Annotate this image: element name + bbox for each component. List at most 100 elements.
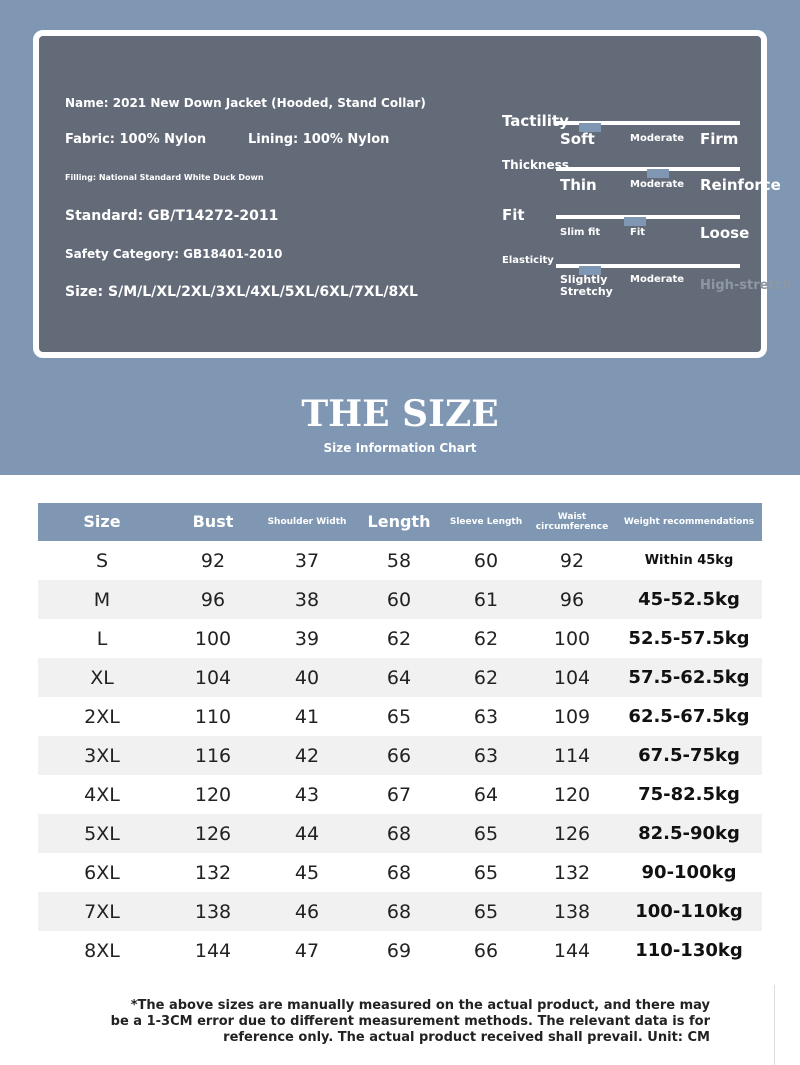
measure-cell: 64 <box>354 658 444 697</box>
attribute-label: Tactility <box>502 112 569 130</box>
size-row: XL 104 40 64 62 104 57.5-62.5kg <box>38 658 762 697</box>
measure-cell: 138 <box>166 892 260 931</box>
measure-cell: 65 <box>444 892 528 931</box>
size-row: 7XL 138 46 68 65 138 100-110kg <box>38 892 762 931</box>
attribute-track <box>556 121 740 125</box>
measure-cell: 126 <box>166 814 260 853</box>
measure-cell: 41 <box>294 705 320 728</box>
measure-cell: 57.5-62.5kg <box>616 658 762 697</box>
measure-cell: 126 <box>528 814 616 853</box>
measure-cell: 65 <box>444 814 528 853</box>
measure-cell: 68 <box>386 861 412 884</box>
measure-cell: 39 <box>294 627 320 650</box>
measure-cell: 46 <box>260 892 354 931</box>
measure-cell: 100 <box>553 627 591 650</box>
measure-cell: 116 <box>166 736 260 775</box>
size-cell: 2XL <box>84 705 120 728</box>
measure-cell: 47 <box>294 939 320 962</box>
attribute-option: Slim fit <box>560 227 601 238</box>
attribute-option: Fit <box>630 227 646 238</box>
size-row: 8XL 144 47 69 66 144 110-130kg <box>38 931 762 970</box>
measure-cell: 40 <box>260 658 354 697</box>
measure-cell: 109 <box>553 705 591 728</box>
attribute-option: Thin <box>560 176 597 194</box>
size-cell: 3XL <box>38 736 166 775</box>
attribute-option: Moderate <box>630 133 685 144</box>
header-row: Size Bust Shoulder Width Length Sleeve Lengt… <box>38 503 762 541</box>
size-cell: XL <box>38 658 166 697</box>
column-header: Shoulder Width <box>260 503 354 541</box>
spec-standard: Standard: GB/T14272-2011 <box>65 208 279 224</box>
column-header: Waist circumference <box>528 503 616 541</box>
measure-cell: 96 <box>166 580 260 619</box>
measure-cell: 65 <box>473 861 499 884</box>
measure-cell: 114 <box>528 736 616 775</box>
measure-cell: 44 <box>260 814 354 853</box>
measure-cell: 90-100kg <box>641 862 737 883</box>
size-row: 5XL 126 44 68 65 126 82.5-90kg <box>38 814 762 853</box>
attribute-track <box>556 215 740 219</box>
measure-cell: 110 <box>194 705 232 728</box>
measure-cell: 144 <box>194 939 232 962</box>
spec-safety: Safety Category: GB18401-2010 <box>65 247 283 261</box>
measure-cell: 144 <box>553 939 591 962</box>
measure-cell: 37 <box>294 549 320 572</box>
measure-cell: 66 <box>473 939 499 962</box>
spec-fabric: Fabric: 100% Nylon <box>65 132 207 147</box>
spec-lining: Lining: 100% Nylon <box>248 132 390 147</box>
measure-cell: 110-130kg <box>635 940 743 961</box>
measure-cell: 64 <box>473 783 499 806</box>
measure-cell: 65 <box>386 705 412 728</box>
measure-cell: 138 <box>528 892 616 931</box>
attribute-marker <box>624 217 646 226</box>
measure-cell: 104 <box>166 658 260 697</box>
size-cell: 8XL <box>84 939 120 962</box>
size-table: Size Bust Shoulder Width Length Sleeve Lengt… <box>38 503 762 970</box>
attribute-option: Moderate <box>630 274 685 285</box>
column-header: Bust <box>166 503 260 541</box>
title: THE SIZE <box>301 393 499 435</box>
measure-cell: 104 <box>528 658 616 697</box>
attribute-label: Fit <box>502 206 525 224</box>
attribute-marker <box>579 123 601 132</box>
measure-cell: 69 <box>386 939 412 962</box>
measure-cell: 62 <box>444 658 528 697</box>
measure-cell: 100-110kg <box>616 892 762 931</box>
measure-cell: 52.5-57.5kg <box>628 628 750 649</box>
size-row: S 92 37 58 60 92 Within 45kg <box>38 541 762 580</box>
attribute-option: Soft <box>560 130 595 148</box>
attribute-option: High-stretch <box>700 278 792 293</box>
size-row: 6XL 132 45 68 65 132 90-100kg <box>38 853 762 892</box>
footnote: *The above sizes are manually measured o… <box>110 998 710 1045</box>
measure-cell: 63 <box>473 705 499 728</box>
column-header: Size <box>38 503 166 541</box>
measure-cell: 60 <box>354 580 444 619</box>
attribute-marker <box>647 169 669 178</box>
measure-cell: 38 <box>260 580 354 619</box>
measure-cell: Within 45kg <box>644 553 734 568</box>
spec-filling: Filling: National Standard White Duck Do… <box>65 173 264 182</box>
measure-cell: 67 <box>386 783 412 806</box>
subtitle: Size Information Chart <box>323 441 477 455</box>
measure-cell: 120 <box>194 783 232 806</box>
size-cell: L <box>96 627 108 650</box>
measure-cell: 58 <box>386 549 412 572</box>
measure-cell: 61 <box>444 580 528 619</box>
attribute-option: Moderate <box>630 179 685 190</box>
size-row: 3XL 116 42 66 63 114 67.5-75kg <box>38 736 762 775</box>
measure-cell: 62 <box>386 627 412 650</box>
measure-cell: 62 <box>473 627 499 650</box>
measure-cell: 132 <box>553 861 591 884</box>
size-row: 2XL 110 41 65 63 109 62.5-67.5kg <box>38 697 762 736</box>
attribute-label: Elasticity <box>502 255 554 266</box>
measure-cell: 92 <box>200 549 226 572</box>
measure-cell: 75-82.5kg <box>638 784 740 805</box>
measure-cell: 45-52.5kg <box>616 580 762 619</box>
measure-cell: 63 <box>444 736 528 775</box>
column-header: Length <box>354 503 444 541</box>
measure-cell: 132 <box>194 861 232 884</box>
attribute-track <box>556 264 740 268</box>
column-header: Weight recommendations <box>616 503 762 541</box>
column-header: Sleeve Length <box>444 503 528 541</box>
measure-cell: 43 <box>294 783 320 806</box>
